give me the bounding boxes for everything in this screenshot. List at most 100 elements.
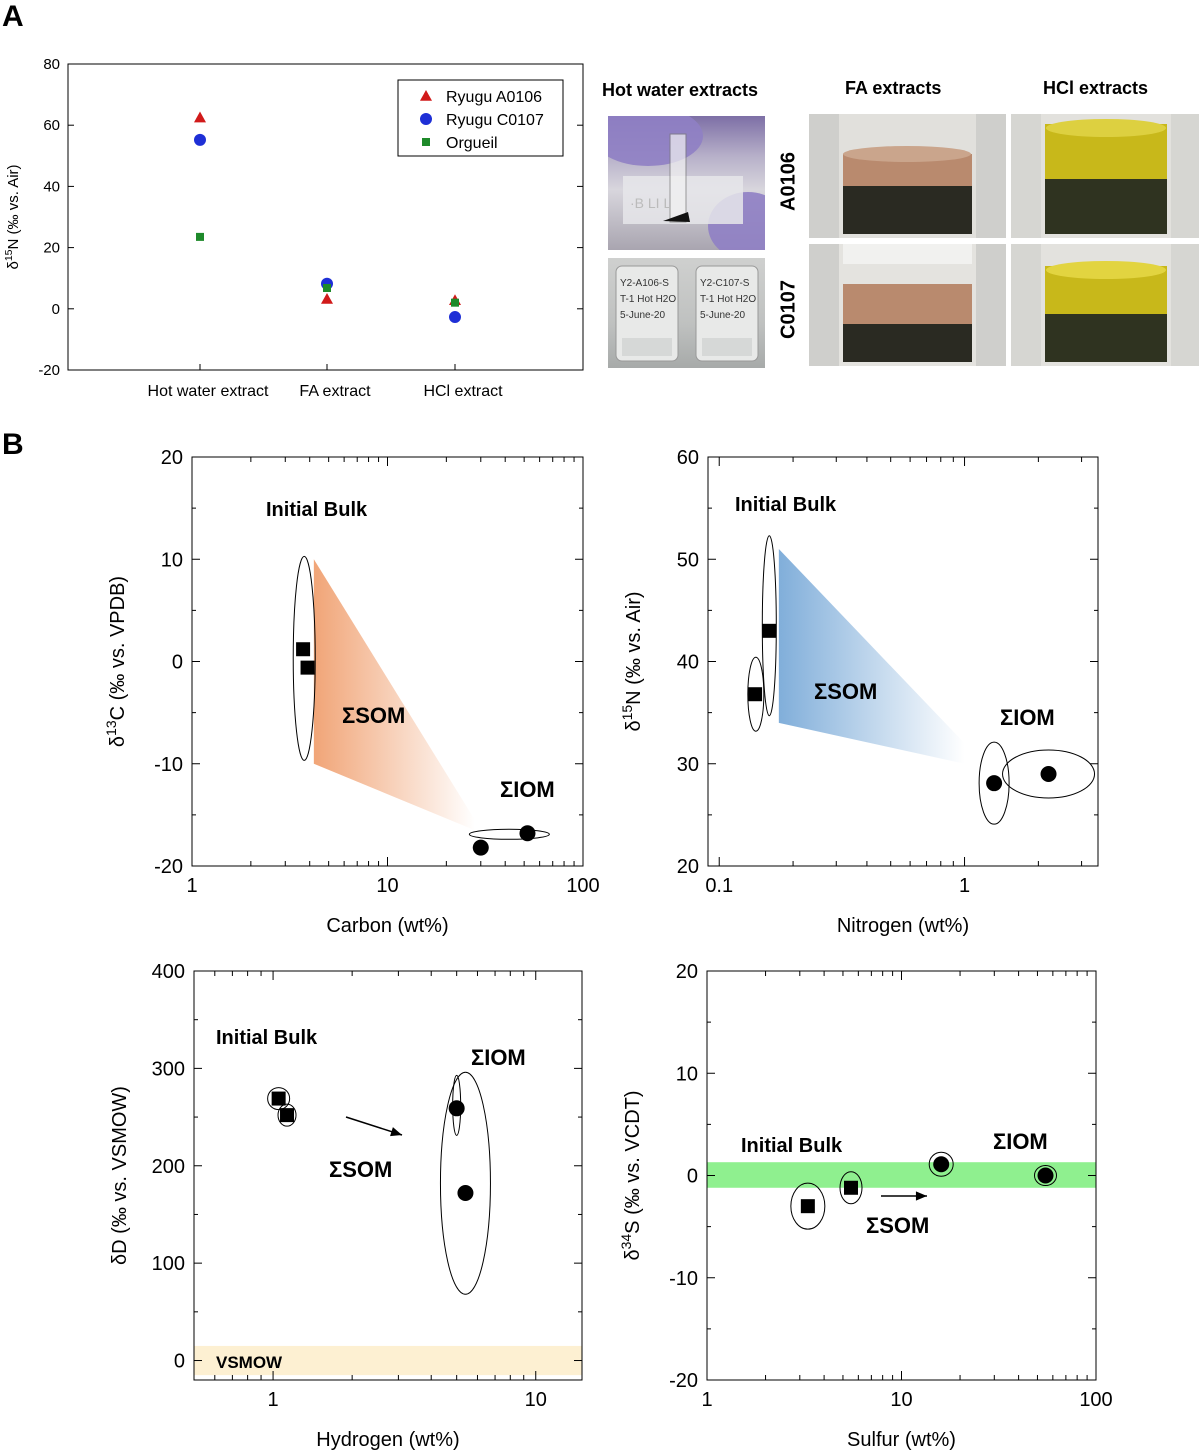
- x-tick-label: HCl extract: [423, 383, 503, 400]
- iom-data-point: [933, 1156, 950, 1173]
- som-arrow-head: [915, 1191, 927, 1201]
- vial-label-c-line2: T-1 Hot H2O: [700, 294, 756, 305]
- legend-marker: [420, 113, 432, 125]
- plot-frame: [707, 456, 1099, 867]
- label-iom: ΣIOM: [500, 777, 555, 802]
- som-gradient-band: [313, 559, 475, 831]
- y-tick-label: 80: [43, 56, 60, 73]
- reference-band: [194, 1345, 582, 1376]
- label-som: ΣSOM: [866, 1213, 929, 1238]
- legend-label: Orgueil: [446, 135, 498, 152]
- x-tick-label: 10: [890, 1389, 912, 1411]
- y-tick-label: 40: [677, 652, 699, 674]
- vial-label-a-line2: T-1 Hot H2O: [620, 294, 676, 305]
- x-tick-label: 10: [376, 875, 398, 897]
- photo-title-fa: FA extracts: [845, 78, 942, 98]
- label-iom: ΣIOM: [1000, 705, 1055, 730]
- y-tick-label: 20: [676, 961, 698, 983]
- bulk-data-point: [748, 687, 763, 702]
- uncertainty-ellipse: [747, 656, 765, 732]
- x-tick-label: 1: [186, 875, 197, 897]
- y-tick-label: 10: [676, 1063, 698, 1085]
- data-point-triangle: [194, 111, 206, 123]
- plot-frame: [67, 63, 584, 371]
- y-tick-label: 30: [677, 754, 699, 776]
- legend-label: Ryugu C0107: [446, 112, 544, 129]
- x-tick-label: 1: [268, 1389, 279, 1411]
- y-tick-label: 50: [677, 549, 699, 571]
- bulk-data-point: [300, 660, 315, 675]
- label-som: ΣSOM: [329, 1157, 392, 1182]
- label-initial-bulk: Initial Bulk: [735, 494, 837, 516]
- y-tick-label: 20: [677, 856, 699, 878]
- panel-label-b: B: [2, 428, 24, 461]
- photo-hot-water-handheld: ·B LI L: [608, 116, 765, 250]
- x-axis-label: Hydrogen (wt%): [316, 1429, 459, 1451]
- photo-fa-a0106: [809, 114, 1006, 238]
- row-label-c0107: C0107: [777, 280, 800, 339]
- y-axis-label: δD (‰ vs. VSMOW): [109, 1086, 131, 1265]
- uncertainty-ellipse: [790, 1182, 826, 1230]
- x-axis-label: Carbon (wt%): [326, 915, 448, 937]
- data-point-circle: [449, 311, 461, 324]
- label-initial-bulk: Initial Bulk: [216, 1027, 318, 1049]
- bulk-data-point: [762, 623, 777, 638]
- vial-label-a-line3: 5-June-20: [620, 310, 665, 321]
- chart-b2: 20 30 40 50 60 0.1 1 Nitrogen (wt%) δ15N (‰ vs. …: [619, 447, 1099, 937]
- y-tick-label: 200: [152, 1156, 185, 1178]
- photo-hcl-c0107: [1011, 244, 1199, 366]
- uncertainty-ellipse: [839, 1171, 863, 1205]
- y-axis-label: δ13C (‰ vs. VPDB): [103, 576, 129, 747]
- photo-title-hcl: HCl extracts: [1043, 78, 1149, 98]
- label-iom: ΣIOM: [471, 1045, 526, 1070]
- iom-data-point: [1040, 765, 1057, 782]
- y-tick-label: 0: [174, 1351, 185, 1373]
- label-som: ΣSOM: [814, 679, 877, 704]
- y-tick-label: 20: [43, 240, 60, 257]
- uncertainty-ellipse: [928, 1151, 954, 1177]
- uncertainty-ellipse: [267, 1087, 291, 1111]
- x-tick-label: 1: [701, 1389, 712, 1411]
- x-tick-label: Hot water extract: [148, 383, 269, 400]
- y-tick-label: -20: [154, 856, 183, 878]
- x-tick-label: 0.1: [705, 875, 733, 897]
- uncertainty-ellipse: [277, 1103, 297, 1127]
- data-point-square: [323, 283, 331, 292]
- y-tick-label: -20: [38, 362, 60, 379]
- bulk-data-point: [800, 1199, 815, 1214]
- y-tick-label: 60: [43, 117, 60, 134]
- svg-text:·B LI L: ·B LI L: [630, 195, 671, 211]
- iom-data-point: [472, 839, 489, 856]
- iom-data-point: [986, 775, 1003, 792]
- plot-frame: [191, 456, 584, 867]
- chart-a: -20 0 20 40 60 80 Hot water extract FA extract H…: [3, 56, 584, 400]
- data-point-circle: [194, 133, 206, 146]
- x-axis-label: Nitrogen (wt%): [837, 915, 969, 937]
- bulk-data-point: [296, 642, 311, 657]
- vial-label-c-line3: 5-June-20: [700, 310, 745, 321]
- uncertainty-ellipse: [468, 828, 550, 840]
- row-label-a0106: A0106: [777, 152, 800, 211]
- uncertainty-ellipse: [1002, 749, 1096, 799]
- iom-data-point: [1037, 1167, 1054, 1184]
- label-vsmow: VSMOW: [216, 1353, 283, 1372]
- legend-marker: [420, 90, 432, 101]
- y-tick-label: 100: [152, 1253, 185, 1275]
- x-tick-label: 100: [566, 875, 599, 897]
- label-som: ΣSOM: [342, 703, 405, 728]
- uncertainty-ellipse: [1034, 1165, 1058, 1186]
- y-axis-label: δ15N (‰ vs. Air): [3, 164, 22, 269]
- label-initial-bulk: Initial Bulk: [741, 1135, 843, 1157]
- bulk-data-point: [280, 1108, 295, 1123]
- reference-band: [707, 1162, 1096, 1188]
- y-tick-label: 10: [161, 549, 183, 571]
- legend-label: Ryugu A0106: [446, 89, 542, 106]
- y-axis-label: δ34S (‰ vs. VCDT): [618, 1090, 644, 1260]
- iom-data-point: [448, 1100, 465, 1117]
- y-axis-label: δ15N (‰ vs. Air): [619, 591, 645, 731]
- data-point-square: [451, 298, 459, 307]
- chart-b3: 0 100 200 300 400 1 10 Hydrogen (wt%) δD (‰ vs. …: [109, 961, 583, 1451]
- y-tick-label: -10: [669, 1268, 698, 1290]
- bulk-data-point: [271, 1091, 286, 1106]
- iom-data-point: [519, 825, 536, 842]
